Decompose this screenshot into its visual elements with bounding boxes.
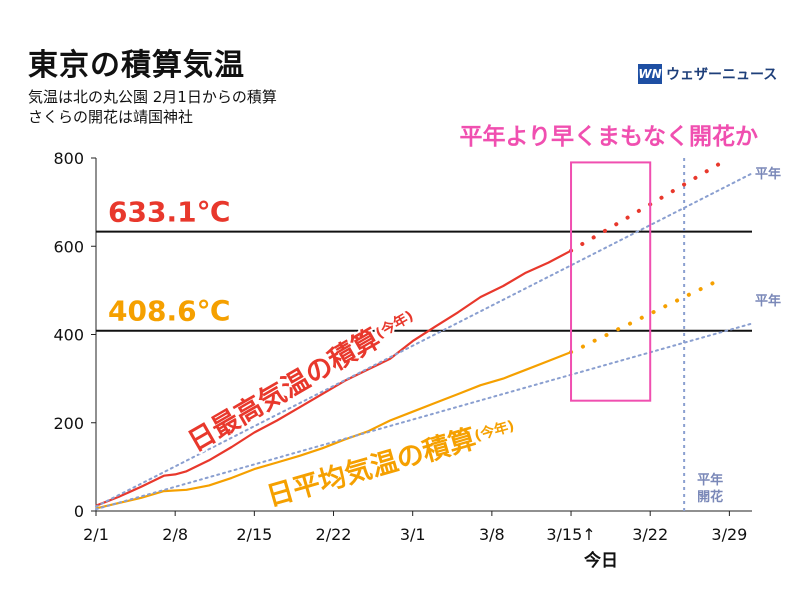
threshold-label: 633.1℃ (108, 196, 230, 229)
normal-series-label: 平年 (755, 166, 781, 182)
headline: 平年より早くまもなく開花か (459, 123, 758, 150)
series-line (95, 249, 572, 507)
page-title: 東京の積算気温 (28, 48, 245, 83)
series-line (95, 351, 572, 510)
subtitle-location: 気温は北の丸公園 2月1日からの積算 (28, 88, 277, 106)
forecast-box (570, 161, 652, 402)
subtitle-bloom-site: さくらの開花は靖国神社 (28, 108, 194, 126)
x-tick-label: 2/1 (83, 525, 109, 544)
y-tick-label: 200 (53, 414, 84, 433)
normal-series-line (95, 172, 753, 508)
normal-series-label: 平年 (755, 293, 781, 309)
x-tick-label: 3/15↑ (546, 525, 595, 544)
y-tick-label: 600 (53, 237, 84, 256)
series-label-mean-suffix: (今年) (472, 417, 516, 445)
normal-bloom-label-2: 開花 (697, 489, 723, 505)
x-tick-label: 3/22 (632, 525, 668, 544)
x-tick-label: 3/1 (400, 525, 426, 544)
threshold-label: 408.6℃ (108, 295, 230, 328)
forecast-series-line (569, 162, 721, 253)
series-label-max-name: 日最高気温の積算 (183, 322, 386, 458)
today-label: 今日 (584, 550, 618, 571)
x-tick-label: 3/8 (479, 525, 505, 544)
x-tick-label: 3/29 (711, 525, 747, 544)
x-tick-label: 2/15 (236, 525, 272, 544)
normal-bloom-label-1: 平年 (697, 472, 723, 488)
y-tick-label: 400 (53, 326, 84, 345)
brand-name: ウェザーニュース (666, 67, 778, 83)
x-tick-label: 2/22 (316, 525, 352, 544)
y-tick-label: 800 (53, 149, 84, 168)
series-label-mean-name: 日平均気温の積算 (263, 422, 479, 512)
y-tick-label: 0 (74, 502, 84, 521)
x-tick-label: 2/8 (162, 525, 188, 544)
forecast-series-line (569, 278, 721, 355)
series-label-max-suffix: (今年) (373, 307, 417, 342)
normal-series-line (95, 322, 753, 511)
weathernews-logo-icon: WN (638, 64, 662, 84)
brand-logo: WN ウェザーニュース (638, 64, 777, 84)
